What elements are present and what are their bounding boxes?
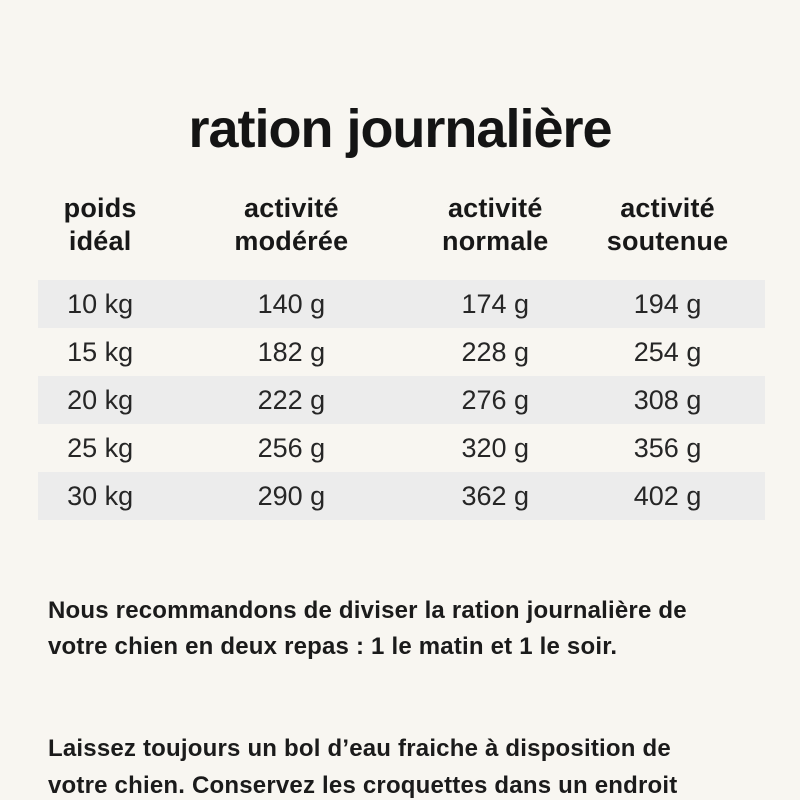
table-cell-ration: 222 g [257, 384, 326, 415]
table-cell-ration: 256 g [257, 432, 326, 463]
table-cell-ration: 254 g [633, 336, 702, 367]
header-cell-activite-normale: activité normale [442, 193, 549, 256]
table-row: 10 kg 140 g 174 g 194 g [38, 280, 765, 328]
table-cell-ration: 362 g [461, 480, 530, 511]
table-cell-weight: 20 kg [67, 384, 134, 415]
table-cell-ration: 276 g [461, 384, 530, 415]
table-cell-ration: 308 g [633, 384, 702, 415]
table-cell-ration: 140 g [257, 288, 326, 319]
table-cell-ration: 320 g [461, 432, 530, 463]
table-row: 20 kg 222 g 276 g 308 g [38, 376, 765, 424]
table-cell-ration: 182 g [257, 336, 326, 367]
table-cell-weight: 15 kg [67, 336, 134, 367]
table-cell-weight: 30 kg [67, 480, 134, 511]
table-cell-ration: 174 g [461, 288, 530, 319]
page-title: ration journalière [188, 99, 612, 160]
note-water-storage: Laissez toujours un bol d’eau fraiche à … [48, 735, 678, 799]
table-cell-ration: 356 g [633, 432, 702, 463]
table-header-row: poids idéal activité modérée activité no… [38, 192, 765, 258]
header-cell-poids-ideal: poids idéal [63, 193, 137, 256]
table-cell-ration: 290 g [257, 480, 326, 511]
table-cell-ration: 228 g [461, 336, 530, 367]
table-row: 30 kg 290 g 362 g 402 g [38, 472, 765, 520]
header-cell-activite-soutenue: activité soutenue [606, 193, 729, 256]
table-row: 25 kg 256 g 320 g 356 g [38, 424, 765, 472]
table-row: 15 kg 182 g 228 g 254 g [38, 328, 765, 376]
footer-notes: Nous recommandons de diviser la ration j… [48, 556, 760, 800]
note-two-meals: Nous recommandons de diviser la ration j… [48, 596, 687, 661]
table-cell-weight: 10 kg [67, 288, 134, 319]
header-cell-activite-moderee: activité modérée [234, 193, 349, 256]
table-cell-weight: 25 kg [67, 432, 134, 463]
feeding-table: poids idéal activité modérée activité no… [38, 192, 765, 520]
table-cell-ration: 402 g [633, 480, 702, 511]
table-cell-ration: 194 g [633, 288, 702, 319]
